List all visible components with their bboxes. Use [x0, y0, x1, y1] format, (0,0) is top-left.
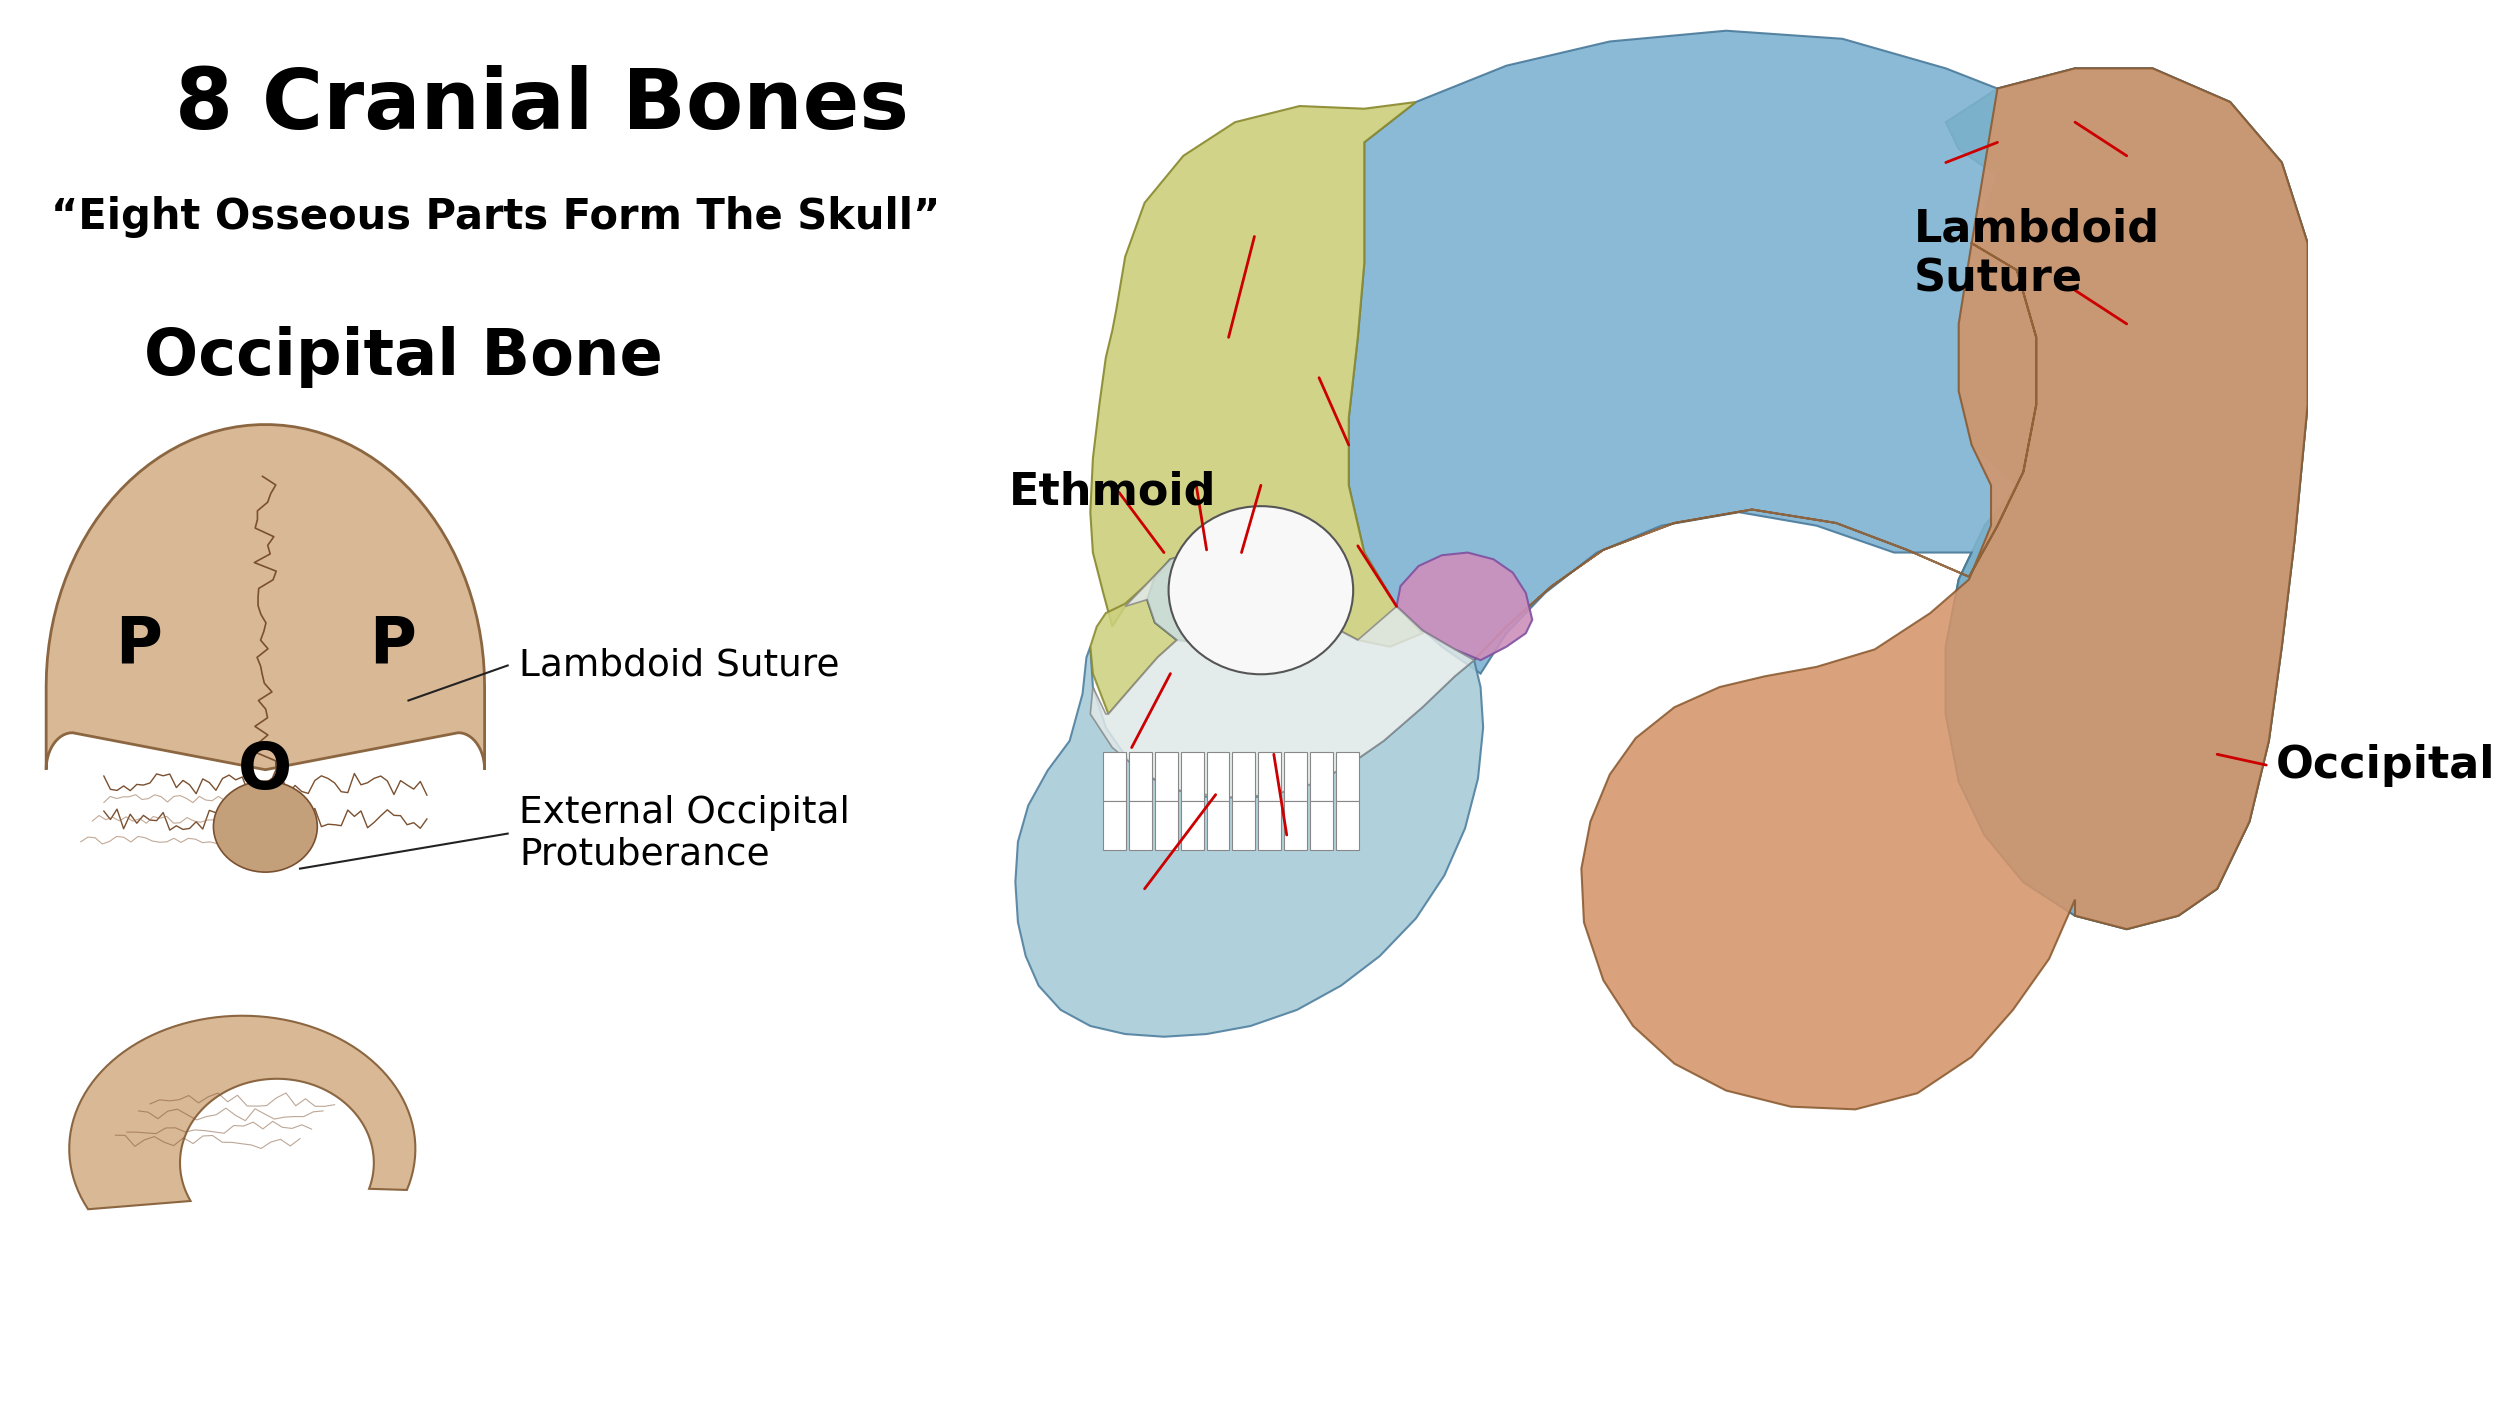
Polygon shape	[45, 425, 485, 769]
Polygon shape	[1398, 552, 1532, 660]
Text: P: P	[115, 614, 162, 675]
Bar	[1285, 801, 1308, 850]
Text: “Eight Osseous Parts Form The Skull”: “Eight Osseous Parts Form The Skull”	[50, 196, 940, 238]
Bar	[1130, 801, 1152, 850]
Ellipse shape	[1168, 506, 1352, 674]
Bar	[1155, 801, 1177, 850]
Polygon shape	[1090, 102, 1422, 647]
Text: Lambdoid Suture: Lambdoid Suture	[520, 647, 840, 684]
Bar	[1208, 801, 1230, 850]
Bar	[1335, 751, 1358, 800]
Polygon shape	[1475, 69, 2308, 1110]
Bar	[1130, 751, 1152, 800]
Bar	[1155, 751, 1177, 800]
Bar	[1232, 751, 1255, 800]
Text: 8 Cranial Bones: 8 Cranial Bones	[175, 64, 910, 146]
Text: O: O	[238, 740, 292, 801]
Ellipse shape	[213, 782, 318, 871]
Bar	[1102, 751, 1125, 800]
Bar	[1208, 751, 1230, 800]
Bar	[1180, 751, 1202, 800]
Bar	[1285, 751, 1308, 800]
Polygon shape	[1148, 549, 1268, 644]
Bar	[1258, 801, 1280, 850]
Text: Lambdoid
Suture: Lambdoid Suture	[1912, 207, 2160, 300]
Polygon shape	[1090, 549, 1475, 797]
Text: Ethmoid: Ethmoid	[1010, 471, 1218, 514]
Polygon shape	[1015, 647, 1482, 1037]
Polygon shape	[70, 1016, 415, 1209]
Text: Occipital: Occipital	[2275, 744, 2495, 786]
Text: Occipital Bone: Occipital Bone	[145, 326, 662, 388]
Bar	[1102, 801, 1125, 850]
Text: P: P	[370, 614, 415, 675]
Bar	[1335, 801, 1358, 850]
Bar	[1180, 801, 1202, 850]
Polygon shape	[1090, 559, 1178, 715]
Bar	[1310, 801, 1332, 850]
Polygon shape	[1350, 31, 2308, 929]
Bar	[1310, 751, 1332, 800]
Bar	[1232, 801, 1255, 850]
Text: External Occipital
Protuberance: External Occipital Protuberance	[520, 794, 850, 873]
Bar	[1258, 751, 1280, 800]
Polygon shape	[1945, 69, 2308, 929]
